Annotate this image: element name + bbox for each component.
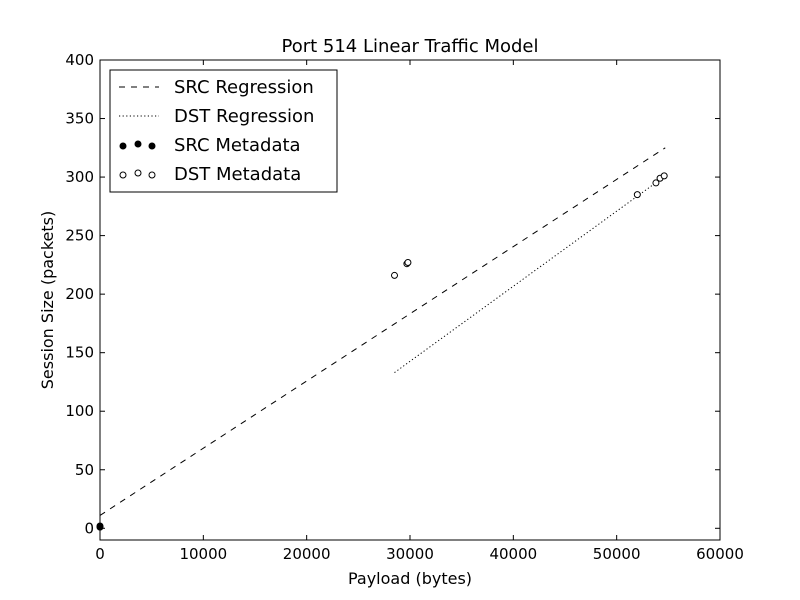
x-tick-label: 60000: [696, 545, 744, 563]
x-tick-label: 40000: [489, 545, 537, 563]
legend-marker-swatch: [134, 169, 142, 177]
x-tick-label: 30000: [386, 545, 434, 563]
dst-data-point: [660, 172, 668, 180]
x-axis-label: Payload (bytes): [348, 569, 472, 588]
src-regression-line: [99, 147, 666, 516]
y-tick-label: 0: [84, 519, 94, 537]
legend-entry: SRC Metadata: [119, 135, 301, 156]
y-tick-label: 100: [65, 402, 94, 420]
x-tick-label: 20000: [283, 545, 331, 563]
dst-data-point: [633, 191, 641, 199]
y-tick-label: 50: [75, 461, 94, 479]
y-tick-label: 200: [65, 285, 94, 303]
x-tick-label: 10000: [179, 545, 227, 563]
y-tick-label: 350: [65, 110, 94, 128]
legend-label: DST Metadata: [174, 164, 301, 185]
legend-entry: DST Metadata: [119, 164, 301, 185]
legend: SRC Regression DST Regression SRC Metadata…: [109, 69, 338, 193]
legend-marker-swatch: [148, 171, 156, 179]
y-tick-label: 300: [65, 168, 94, 186]
legend-label: SRC Regression: [174, 77, 314, 98]
dst-data-point: [391, 271, 398, 279]
y-tick-label: 250: [65, 227, 94, 245]
legend-frame: [109, 69, 338, 193]
legend-marker-swatch: [148, 142, 156, 150]
legend-label: SRC Metadata: [174, 135, 301, 156]
legend-marker-swatch: [119, 142, 127, 150]
x-tick-label: 50000: [593, 545, 641, 563]
dst-data-point: [652, 179, 660, 187]
y-tick-label: 150: [65, 344, 94, 362]
legend-label: DST Regression: [174, 106, 314, 127]
legend-entry: SRC Regression: [119, 77, 314, 98]
y-tick-label: 400: [65, 51, 94, 69]
dst-regression-line: [394, 175, 666, 373]
legend-entry: DST Regression: [119, 106, 314, 127]
y-axis-label: Session Size (packets): [38, 211, 57, 389]
x-tick-label: 0: [95, 545, 105, 563]
dst-data-point: [404, 259, 412, 267]
legend-marker-swatch: [134, 140, 142, 148]
legend-marker-swatch: [119, 171, 127, 179]
chart-title: Port 514 Linear Traffic Model: [282, 36, 539, 57]
